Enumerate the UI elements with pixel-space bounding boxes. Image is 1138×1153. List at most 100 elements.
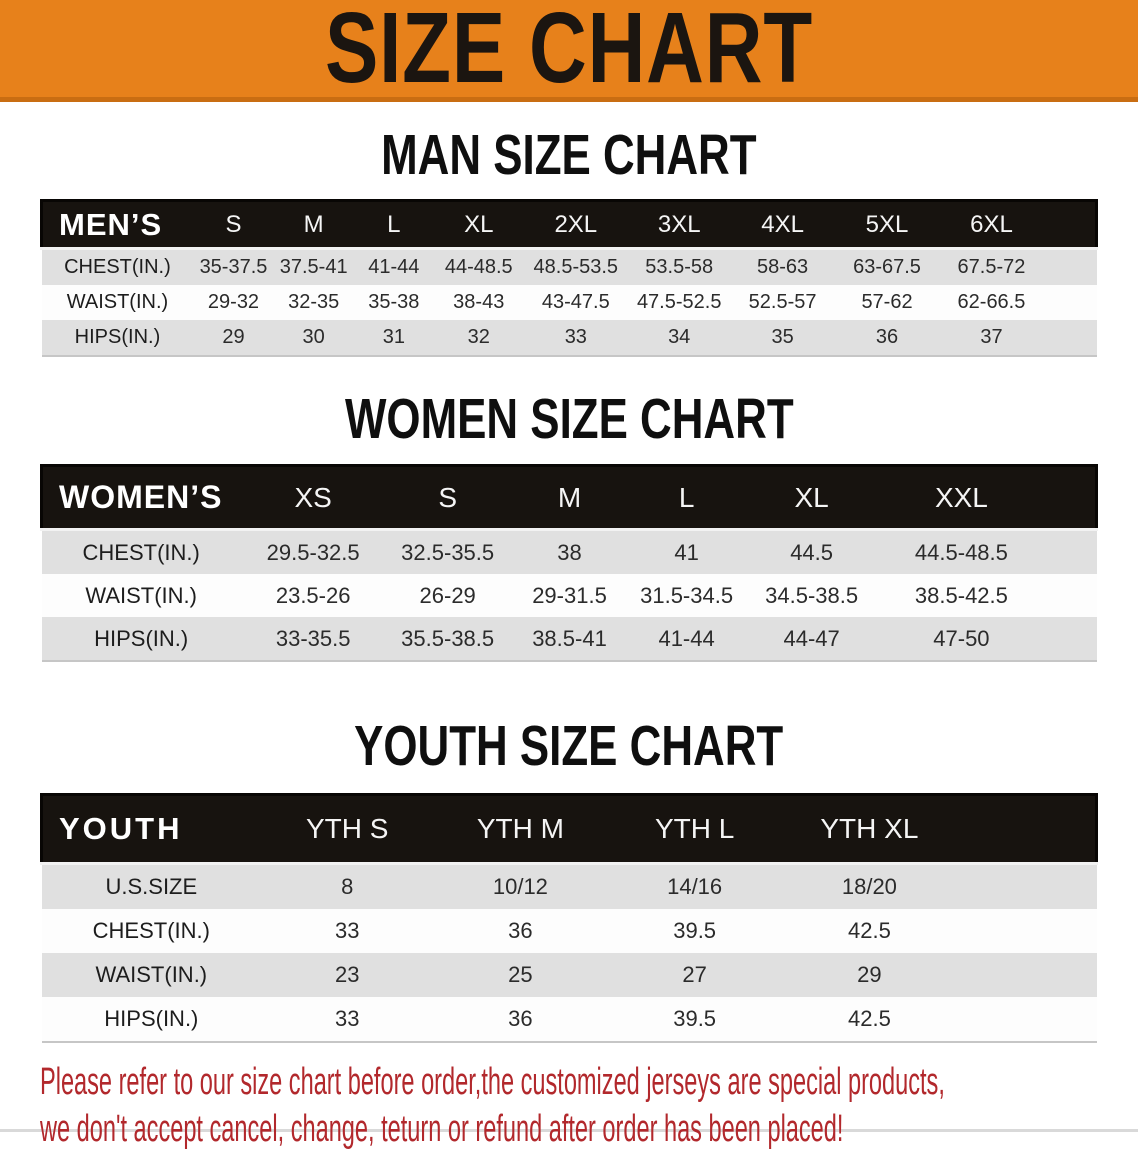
youth-row-label-0: U.S.SIZE	[41, 863, 262, 909]
men-cell-2-1: 30	[273, 320, 354, 357]
men-cell-1-3: 38-43	[433, 285, 524, 320]
women-row-2: HIPS(IN.) 33-35.5 35.5-38.5 38.5-41 41-44 44-…	[41, 617, 1097, 662]
youth-cell-0-2: 14/16	[607, 863, 782, 909]
men-cell-1-0: 29-32	[193, 285, 274, 320]
youth-header-filler	[957, 793, 1099, 865]
women-cell-2-2: 38.5-41	[509, 617, 630, 662]
men-column-header-2: L	[353, 199, 434, 250]
men-cell-filler	[1043, 285, 1097, 320]
men-cell-filler	[1043, 248, 1097, 285]
youth-row-0: U.S.SIZE 8 10/12 14/16 18/20	[41, 863, 1097, 909]
youth-chart-title: YOUTH SIZE CHART	[354, 714, 784, 778]
men-row-0: CHEST(IN.) 35-37.5 37.5-41 41-44 44-48.5 48.5…	[41, 248, 1097, 285]
youth-cell-1-2: 39.5	[607, 909, 782, 953]
men-cell-1-5: 47.5-52.5	[628, 285, 731, 320]
youth-cell-0-0: 8	[261, 863, 434, 909]
men-size-table: MEN’S S M L XL 2XL 3XL 4XL 5XL 6XL CHEST(IN.) 35-37…	[40, 199, 1098, 357]
women-column-header-4: XL	[744, 464, 880, 531]
men-cell-1-6: 52.5-57	[730, 285, 835, 320]
youth-row-1: CHEST(IN.) 33 36 39.5 42.5	[41, 909, 1097, 953]
youth-size-table: YOUTH YTH S YTH M YTH L YTH XL U.S.SIZE 8 10/12…	[40, 793, 1099, 1043]
youth-row-2: WAIST(IN.) 23 25 27 29	[41, 953, 1097, 997]
youth-cell-filler	[957, 909, 1097, 953]
women-row-label-2: HIPS(IN.)	[41, 617, 241, 662]
men-column-header-3: XL	[433, 199, 524, 250]
youth-cell-3-0: 33	[261, 997, 434, 1043]
men-column-header-6: 4XL	[730, 199, 835, 250]
youth-cell-filler	[957, 997, 1097, 1043]
youth-cell-3-1: 36	[433, 997, 608, 1043]
women-column-header-3: L	[629, 464, 745, 531]
women-column-header-0: XS	[240, 464, 386, 531]
banner-title: SIZE CHART	[325, 0, 813, 104]
disclaimer: Please refer to our size chart before or…	[40, 1059, 945, 1153]
youth-row-label-1: CHEST(IN.)	[41, 909, 262, 953]
women-cell-filler	[1043, 529, 1097, 574]
women-cell-filler	[1043, 574, 1097, 617]
women-cell-1-5: 38.5-42.5	[879, 574, 1044, 617]
men-column-header-7: 5XL	[834, 199, 940, 250]
youth-cell-1-0: 33	[261, 909, 434, 953]
banner: SIZE CHART	[0, 0, 1138, 102]
men-cell-1-4: 43-47.5	[523, 285, 629, 320]
men-row-label-1: WAIST(IN.)	[41, 285, 194, 320]
men-cell-1-2: 35-38	[353, 285, 434, 320]
men-cell-0-8: 67.5-72	[939, 248, 1044, 285]
women-corner-label: WOMEN’S	[39, 464, 241, 531]
women-chart-title-row: WOMEN SIZE CHART	[0, 357, 1138, 448]
men-corner-label: MEN’S	[40, 199, 194, 250]
men-cell-0-2: 41-44	[353, 248, 434, 285]
men-row-label-0: CHEST(IN.)	[41, 248, 194, 285]
youth-cell-2-0: 23	[261, 953, 434, 997]
women-cell-0-3: 41	[629, 529, 745, 574]
women-cell-1-2: 29-31.5	[509, 574, 630, 617]
women-row-label-1: WAIST(IN.)	[41, 574, 241, 617]
youth-chart-title-row: YOUTH SIZE CHART	[0, 662, 1138, 775]
men-cell-0-1: 37.5-41	[273, 248, 354, 285]
youth-row-label-2: WAIST(IN.)	[41, 953, 262, 997]
youth-cell-0-3: 18/20	[781, 863, 958, 909]
women-cell-1-0: 23.5-26	[240, 574, 386, 617]
women-header-filler	[1043, 464, 1098, 531]
disclaimer-line-2: we don't accept cancel, change, teturn o…	[40, 1108, 844, 1151]
men-header-filler	[1043, 199, 1098, 250]
youth-column-header-0: YTH S	[261, 793, 434, 865]
men-cell-2-4: 33	[523, 320, 629, 357]
men-row-label-2: HIPS(IN.)	[41, 320, 194, 357]
men-cell-2-7: 36	[834, 320, 940, 357]
women-size-table: WOMEN’S XS S M L XL XXL CHEST(IN.) 29.5-32.5 32.5…	[39, 464, 1098, 662]
men-cell-1-7: 57-62	[834, 285, 940, 320]
men-cell-0-4: 48.5-53.5	[523, 248, 629, 285]
women-cell-1-1: 26-29	[385, 574, 510, 617]
men-cell-0-6: 58-63	[730, 248, 835, 285]
disclaimer-line-1: Please refer to our size chart before or…	[40, 1061, 945, 1103]
men-cell-2-2: 31	[353, 320, 434, 357]
women-cell-2-5: 47-50	[879, 617, 1044, 662]
men-cell-filler	[1043, 320, 1097, 357]
youth-cell-0-1: 10/12	[433, 863, 608, 909]
women-cell-2-3: 41-44	[629, 617, 745, 662]
women-row-0: CHEST(IN.) 29.5-32.5 32.5-35.5 38 41 44.5 44.5…	[41, 529, 1097, 574]
youth-cell-3-3: 42.5	[781, 997, 958, 1043]
youth-cell-filler	[957, 953, 1097, 997]
youth-cell-2-1: 25	[433, 953, 608, 997]
men-column-header-4: 2XL	[523, 199, 629, 250]
women-cell-0-0: 29.5-32.5	[240, 529, 386, 574]
men-cell-0-3: 44-48.5	[433, 248, 524, 285]
youth-cell-1-3: 42.5	[781, 909, 958, 953]
youth-cell-3-2: 39.5	[607, 997, 782, 1043]
women-column-header-5: XXL	[879, 464, 1044, 531]
youth-row-3: HIPS(IN.) 33 36 39.5 42.5	[41, 997, 1097, 1043]
youth-column-header-3: YTH XL	[781, 793, 958, 865]
men-cell-0-0: 35-37.5	[193, 248, 274, 285]
women-cell-0-2: 38	[509, 529, 630, 574]
youth-column-header-2: YTH L	[607, 793, 782, 865]
section-women: WOMEN SIZE CHART WOMEN’S XS S M L XL XXL CHEST(I…	[0, 357, 1138, 662]
men-column-header-5: 3XL	[628, 199, 731, 250]
section-men: MAN SIZE CHART MEN’S S M L XL 2XL 3XL 4XL 5XL 6XL C…	[0, 102, 1138, 357]
women-cell-1-4: 34.5-38.5	[744, 574, 880, 617]
men-chart-title-row: MAN SIZE CHART	[0, 102, 1138, 184]
men-cell-0-7: 63-67.5	[834, 248, 940, 285]
men-row-1: WAIST(IN.) 29-32 32-35 35-38 38-43 43-47.5 47.…	[41, 285, 1097, 320]
youth-cell-2-3: 29	[781, 953, 958, 997]
